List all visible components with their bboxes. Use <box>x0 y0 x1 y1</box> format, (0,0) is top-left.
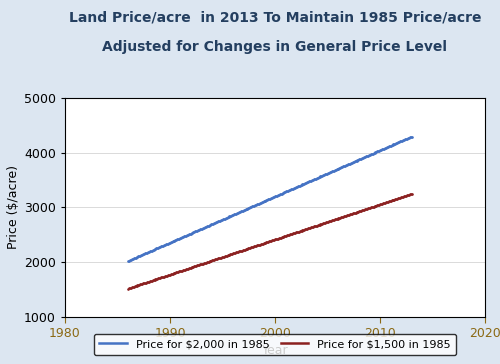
Legend: Price for $2,000 in 1985, Price for $1,500 in 1985: Price for $2,000 in 1985, Price for $1,5… <box>94 334 456 355</box>
Text: Land Price/acre  in 2013 To Maintain 1985 Price/acre: Land Price/acre in 2013 To Maintain 1985… <box>69 11 481 25</box>
Text: Adjusted for Changes in General Price Level: Adjusted for Changes in General Price Le… <box>102 40 448 54</box>
Y-axis label: Price ($/acre): Price ($/acre) <box>7 166 20 249</box>
X-axis label: Year: Year <box>262 344 288 357</box>
